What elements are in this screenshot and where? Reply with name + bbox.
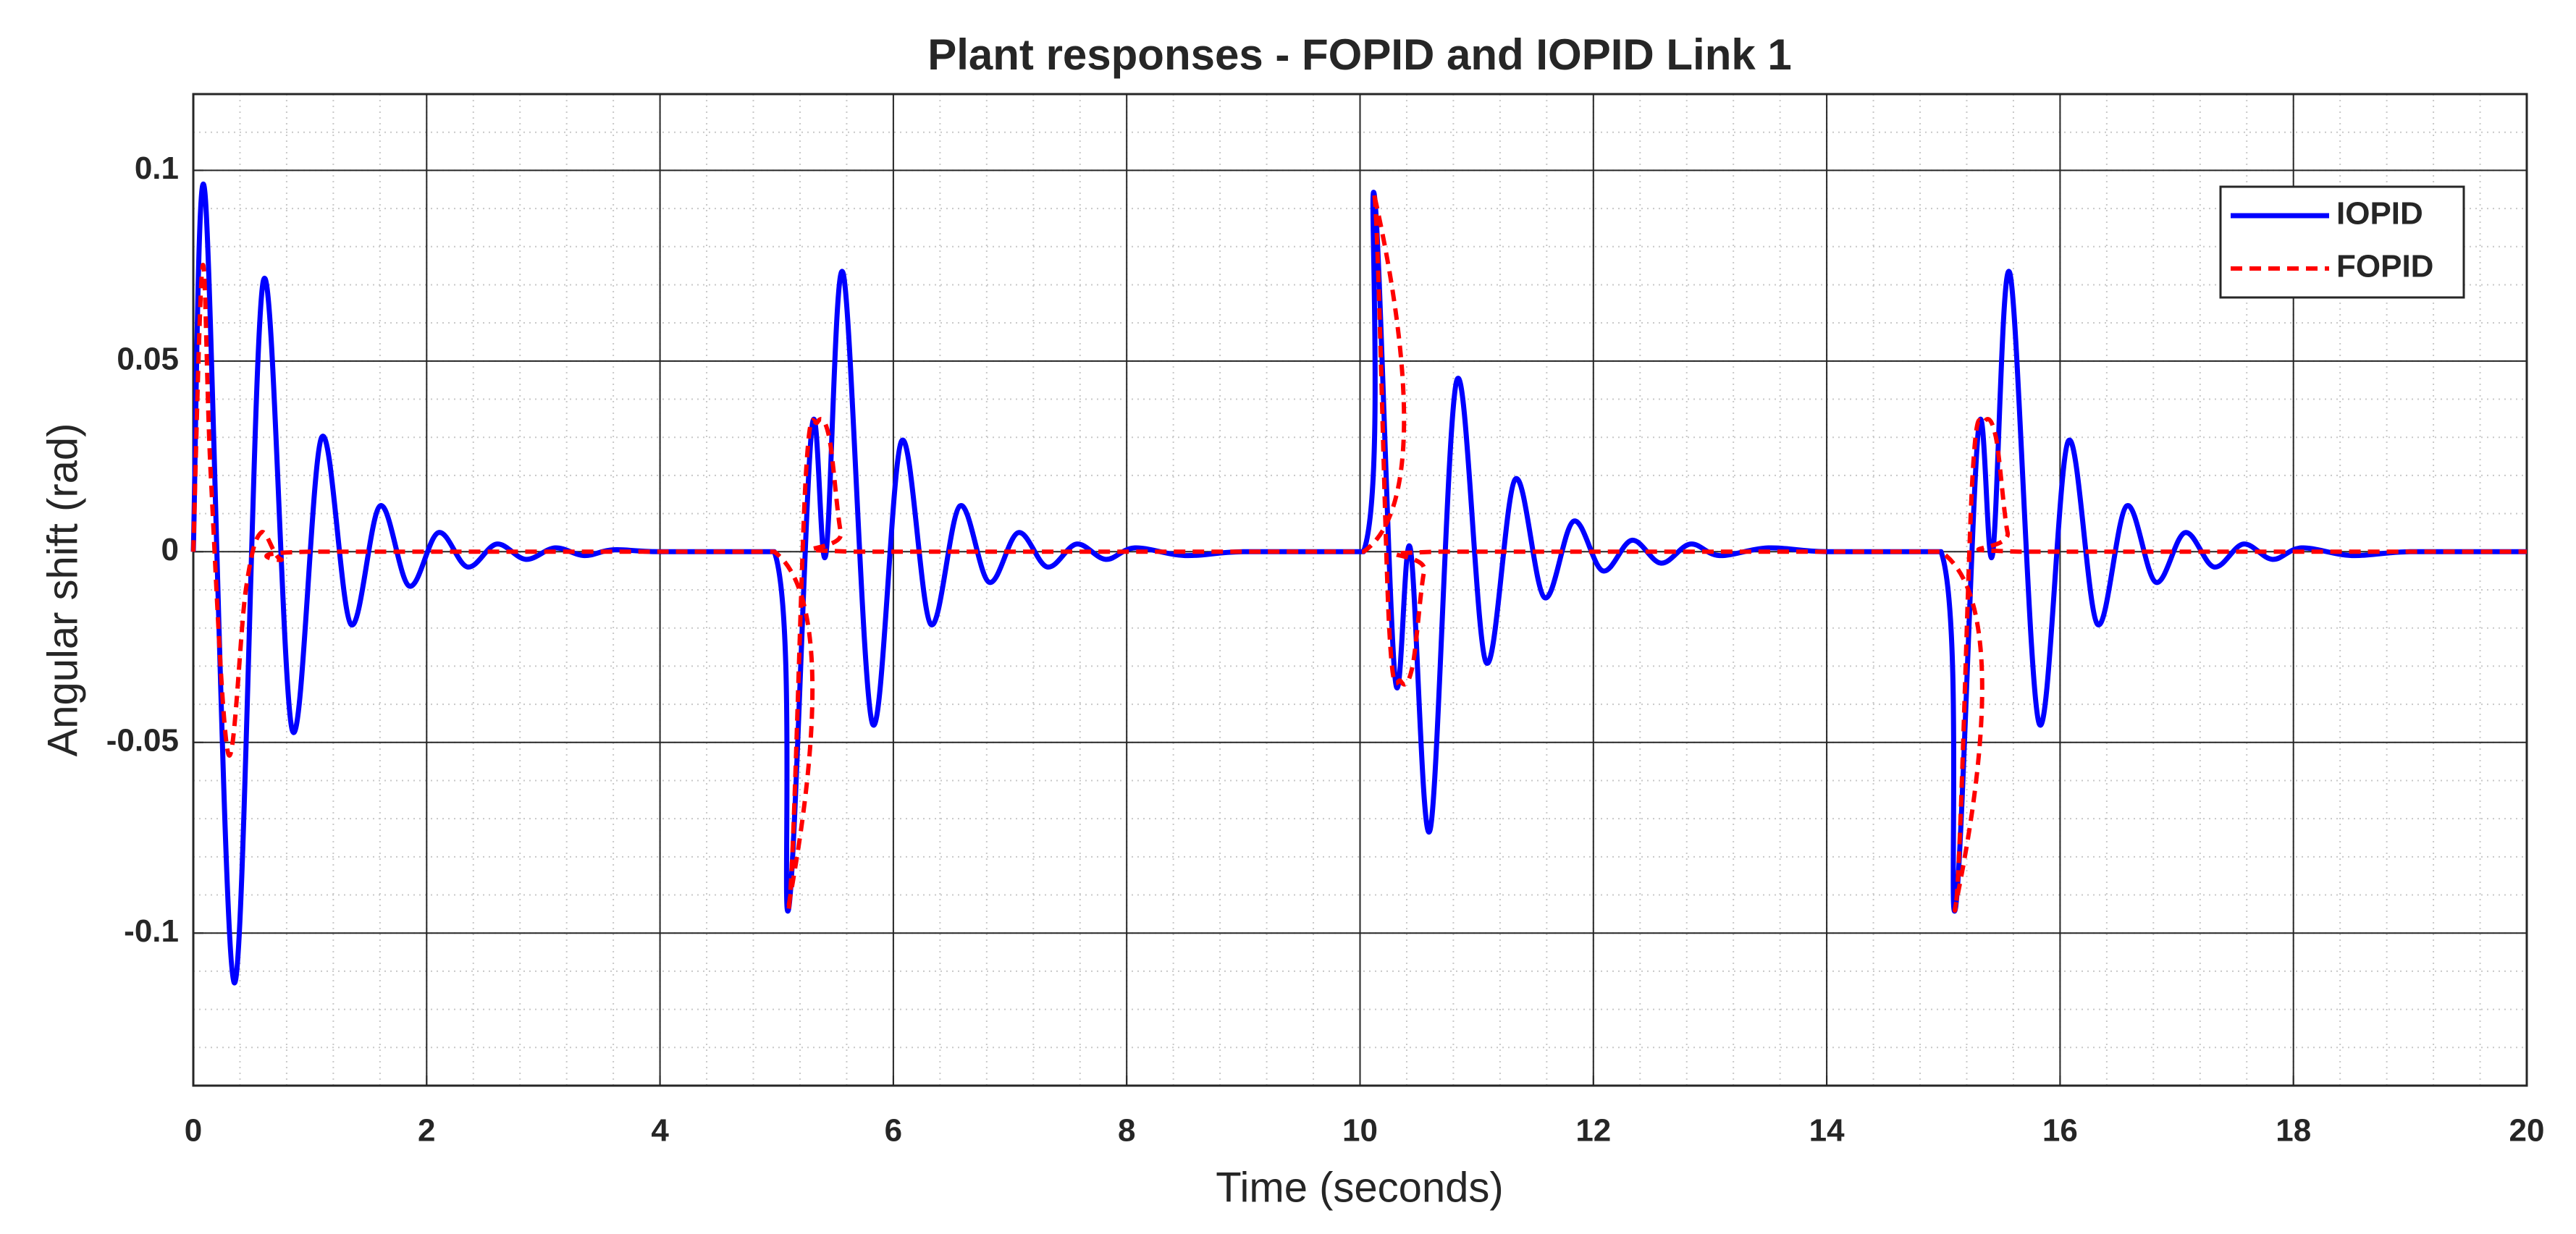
series-line bbox=[191, 190, 2527, 913]
x-tick-label: 18 bbox=[2276, 1113, 2311, 1149]
y-tick-label: 0.1 bbox=[135, 151, 179, 186]
x-tick-label: 12 bbox=[1575, 1113, 1611, 1149]
x-tick-label: 0 bbox=[185, 1113, 202, 1149]
series-line bbox=[190, 182, 2527, 986]
x-tick-label: 8 bbox=[1118, 1113, 1135, 1149]
x-tick-label: 16 bbox=[2042, 1113, 2078, 1149]
y-tick-label: 0.05 bbox=[117, 341, 179, 376]
y-tick-label: -0.1 bbox=[124, 913, 179, 949]
plot-frame bbox=[192, 93, 2528, 1087]
legend-label: FOPID bbox=[2336, 249, 2433, 284]
legend-label: IOPID bbox=[2336, 196, 2423, 232]
y-tick-label: 0 bbox=[161, 532, 179, 567]
chart-title: Plant responses - FOPID and IOPID Link 1 bbox=[927, 30, 1792, 79]
y-axis-label: Angular shift (rad) bbox=[39, 423, 86, 757]
x-tick-label: 4 bbox=[651, 1113, 669, 1149]
x-tick-label: 6 bbox=[885, 1113, 902, 1149]
plot-area: 0 2 4 6 8 10 12 14 16 18 20 -0.1 -0.05 0 0.05 0.1 IOPID F… bbox=[106, 93, 2545, 1149]
x-axis-label: Time (seconds) bbox=[1216, 1164, 1504, 1211]
y-tick-label: -0.05 bbox=[106, 722, 179, 758]
legend-box bbox=[2219, 185, 2465, 299]
x-tick-label: 10 bbox=[1342, 1113, 1378, 1149]
x-tick-label: 14 bbox=[1809, 1113, 1845, 1149]
x-tick-label: 2 bbox=[418, 1113, 435, 1149]
x-tick-label: 20 bbox=[2509, 1113, 2545, 1149]
